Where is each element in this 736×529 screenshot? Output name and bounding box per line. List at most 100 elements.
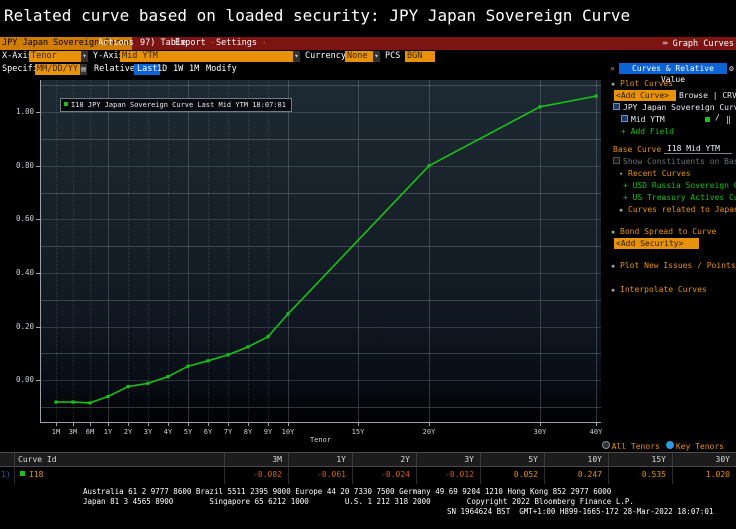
series-data-point[interactable] bbox=[206, 359, 210, 363]
field-checkbox-row[interactable]: Mid YTM bbox=[621, 114, 665, 125]
series-data-point[interactable] bbox=[226, 353, 230, 357]
checkbox-icon[interactable] bbox=[621, 115, 628, 122]
plot-new-issues-label: Plot New Issues / Points bbox=[620, 261, 736, 270]
x-axis-tick-mark bbox=[128, 423, 129, 426]
table-column-header[interactable]: 15Y bbox=[651, 455, 666, 464]
series-data-point[interactable] bbox=[427, 164, 431, 168]
table-column-header[interactable]: 3M bbox=[272, 455, 282, 464]
series-color-swatch-icon[interactable] bbox=[705, 117, 710, 122]
y-axis-tick-mark bbox=[36, 380, 40, 382]
add-field-link[interactable]: + Add Field bbox=[621, 127, 674, 136]
series-data-point[interactable] bbox=[286, 312, 290, 316]
bond-spread-section-header[interactable]: ▪ Bond Spread to Curve bbox=[611, 226, 716, 238]
browse-crvf-link[interactable]: Browse | CRVF » bbox=[679, 91, 736, 100]
plot-area[interactable]: I18 JPY Japan Sovereign Curve Last Mid Y… bbox=[40, 80, 601, 423]
relative-1m-button[interactable]: 1M bbox=[189, 64, 200, 74]
plot-new-issues-section-header[interactable]: ▪ Plot New Issues / Points bbox=[611, 260, 736, 272]
add-security-input[interactable]: <Add Security> bbox=[614, 238, 699, 249]
recent-curve-us-treasury[interactable]: + US Treasury Actives Curve bbox=[623, 193, 736, 202]
checkbox-icon[interactable] bbox=[613, 157, 620, 164]
x-axis-tick-label: 30Y bbox=[533, 428, 547, 436]
specific-date-input[interactable]: MM/DD/YY bbox=[35, 64, 82, 75]
currency-select[interactable]: None bbox=[345, 51, 377, 62]
currency-dropdown-icon[interactable]: ▾ bbox=[373, 51, 380, 62]
interpolate-curves-section-header[interactable]: ▪ Interpolate Curves bbox=[611, 284, 707, 296]
line-width-icon[interactable]: ‖ bbox=[726, 115, 731, 124]
graph-curves-button[interactable]: ⌨ Graph Curves bbox=[663, 37, 734, 50]
series-data-point[interactable] bbox=[71, 400, 75, 404]
currency-label: Currency bbox=[305, 51, 346, 61]
series-data-point[interactable] bbox=[594, 94, 598, 98]
show-constituents-row[interactable]: Show Constituents on Base Curve bbox=[613, 156, 736, 167]
radio-key-tenors[interactable]: Key Tenors bbox=[665, 441, 730, 451]
menu-item-settings[interactable]: Settings · bbox=[216, 37, 266, 50]
tenor-toggle-group[interactable]: All Tenors Key Tenors bbox=[601, 441, 730, 451]
relative-1w-button[interactable]: 1W bbox=[173, 64, 184, 74]
table-column-header[interactable]: Curve Id bbox=[18, 455, 57, 464]
relative-1d-button[interactable]: 1D bbox=[157, 64, 168, 74]
series-data-point[interactable] bbox=[186, 364, 190, 368]
related-curves-row[interactable]: ▪ Curves related to Japan Govt 30Y SL. bbox=[619, 204, 736, 216]
line-style-icon[interactable]: / bbox=[715, 113, 720, 122]
checkbox-icon[interactable] bbox=[613, 103, 620, 110]
relative-last-button[interactable]: Last bbox=[134, 64, 161, 75]
series-data-point[interactable] bbox=[54, 400, 58, 404]
menu-item-actions[interactable]: Actions · bbox=[98, 37, 143, 50]
x-axis-line bbox=[40, 422, 601, 423]
pcs-select[interactable]: BGN bbox=[405, 51, 435, 62]
tab-curves-relative-value[interactable]: Curves & Relative Value bbox=[619, 63, 727, 84]
radio-all-tenors[interactable]: All Tenors bbox=[601, 441, 666, 451]
y-axis-tick-mark bbox=[36, 112, 40, 114]
x-axis-dropdown-icon[interactable]: ▾ bbox=[81, 51, 88, 62]
series-data-point[interactable] bbox=[106, 394, 110, 399]
table-column-header[interactable]: 1Y bbox=[336, 455, 346, 464]
y-axis-dropdown-icon[interactable]: ▾ bbox=[293, 51, 300, 62]
series-data-point[interactable] bbox=[88, 401, 92, 405]
x-axis-tick-mark bbox=[148, 423, 149, 426]
series-data-point[interactable] bbox=[166, 375, 170, 379]
graph-curves-label: Graph Curves bbox=[672, 39, 734, 49]
series-data-point[interactable] bbox=[538, 105, 542, 109]
series-data-point[interactable] bbox=[146, 381, 150, 385]
menu-item-export[interactable]: Export · bbox=[175, 37, 215, 50]
date-control-row: Specific MM/DD/YY ▤ Relative Last 1D 1W … bbox=[0, 63, 736, 76]
table-column-header[interactable]: 10Y bbox=[587, 455, 602, 464]
recent-curves-section-header[interactable]: ▾ Recent Curves bbox=[619, 168, 691, 180]
x-axis-select[interactable]: Tenor bbox=[29, 51, 85, 62]
all-tenors-label: All Tenors bbox=[611, 442, 660, 451]
table-cell-curve-id[interactable]: I18 bbox=[29, 470, 44, 479]
sidebar-expand-icon[interactable]: » bbox=[610, 64, 615, 73]
series-color-swatch-icon[interactable] bbox=[20, 471, 25, 476]
plot-curves-section-header[interactable]: ▪ Plot Curves bbox=[611, 78, 673, 90]
x-axis-tick-label: 3Y bbox=[143, 428, 153, 436]
x-axis-tick-label: 4Y bbox=[163, 428, 173, 436]
table-column-header[interactable]: 2Y bbox=[400, 455, 410, 464]
series-data-point[interactable] bbox=[126, 385, 130, 389]
curve-checkbox-row[interactable]: JPY Japan Sovereign Curve bbox=[613, 102, 736, 113]
y-axis-select[interactable]: Mid YTM bbox=[120, 51, 297, 62]
base-curve-input[interactable]: I18 Mid YTM bbox=[664, 143, 732, 154]
modify-button[interactable]: Modify bbox=[206, 64, 237, 74]
x-axis-tick-mark bbox=[288, 423, 289, 426]
gear-icon[interactable]: ⚙ bbox=[729, 64, 734, 73]
table-column-header[interactable]: 5Y bbox=[528, 455, 538, 464]
series-data-point[interactable] bbox=[266, 335, 270, 339]
x-axis-tick-label: 3M bbox=[68, 428, 78, 436]
recent-curve-usd-russia[interactable]: + USD Russia Sovereign Curve bbox=[623, 181, 736, 190]
x-axis-tick-label: 6M bbox=[85, 428, 95, 436]
table-row[interactable]: 1) I18 -0.082 -0.061 -0.024 -0.012 0.052 0.247 0… bbox=[0, 467, 736, 483]
table-column-header[interactable]: 3Y bbox=[464, 455, 474, 464]
table-column-header[interactable]: 30Y bbox=[715, 455, 730, 464]
bond-spread-label: Bond Spread to Curve bbox=[620, 227, 717, 236]
security-tab[interactable]: JPY Japan Sovereign Curve bbox=[0, 37, 132, 50]
chart-legend[interactable]: I18 JPY Japan Sovereign Curve Last Mid Y… bbox=[60, 98, 292, 112]
menu-item-table[interactable]: 97) Table bbox=[140, 37, 186, 50]
x-axis-tick-label: 2Y bbox=[123, 428, 133, 436]
specific-label: Specific bbox=[2, 64, 43, 74]
add-curve-input[interactable]: <Add Curve> bbox=[614, 90, 676, 101]
table-column-divider bbox=[288, 467, 289, 483]
calendar-icon[interactable]: ▤ bbox=[80, 64, 87, 75]
series-data-point[interactable] bbox=[246, 345, 250, 349]
table-row-swatch[interactable] bbox=[17, 467, 28, 483]
y-axis-tick-label: 1.00 bbox=[15, 107, 34, 117]
